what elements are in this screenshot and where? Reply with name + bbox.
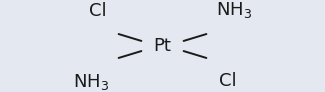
- Text: $\mathrm{NH_3}$: $\mathrm{NH_3}$: [73, 72, 109, 92]
- Text: Cl: Cl: [89, 2, 106, 20]
- Text: Cl: Cl: [219, 72, 236, 90]
- Text: Pt: Pt: [153, 37, 172, 55]
- Text: $\mathrm{NH_3}$: $\mathrm{NH_3}$: [216, 0, 252, 20]
